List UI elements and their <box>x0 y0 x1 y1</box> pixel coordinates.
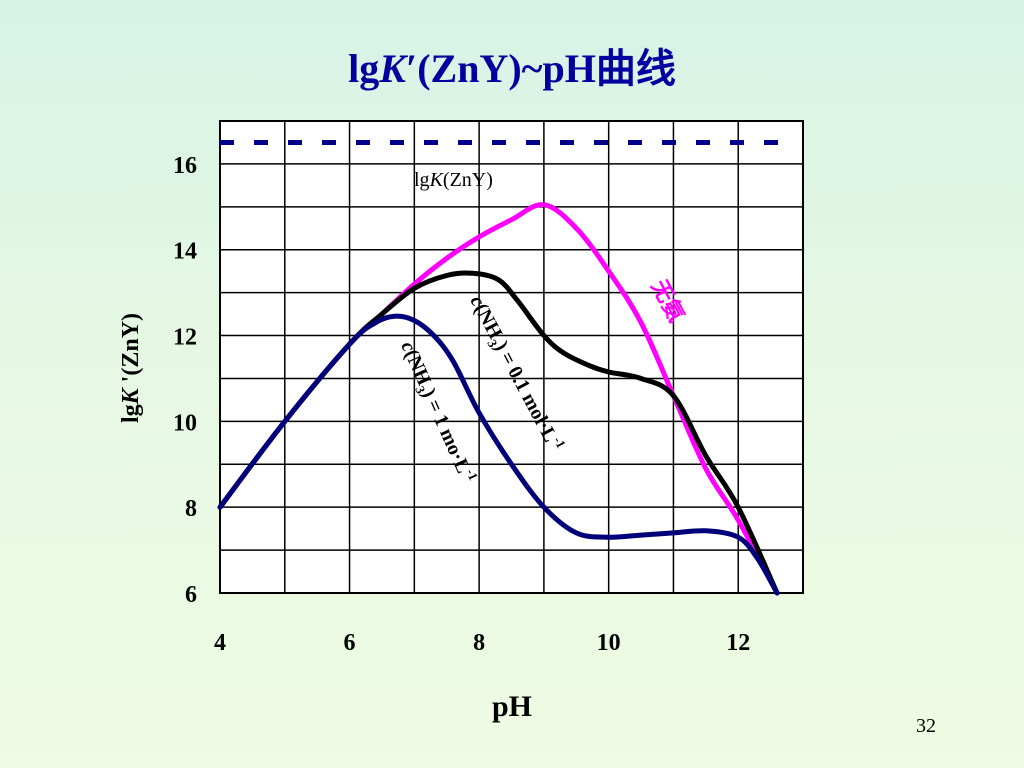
title-suffix: (ZnY)~pH曲线 <box>417 46 676 91</box>
plot-frame <box>219 120 804 594</box>
y-tick-label: 12 <box>173 325 197 351</box>
x-tick-label: 4 <box>214 630 226 656</box>
plot-background <box>220 121 803 593</box>
series-group <box>217 202 780 596</box>
x-tick-label: 12 <box>726 630 750 656</box>
grid <box>219 120 804 594</box>
page-number: 32 <box>916 715 936 737</box>
y-tick-label: 14 <box>173 239 197 265</box>
y-tick-label: 8 <box>185 496 197 522</box>
x-tick-label: 6 <box>344 630 356 656</box>
slide-title: lgK′(ZnY)~pH曲线 <box>0 36 1024 94</box>
title-prefix: lg <box>348 46 380 91</box>
y-tick-label: 16 <box>173 153 197 179</box>
series-line-2 <box>217 313 780 596</box>
ref-line-label: lgK(ZnY) <box>414 169 493 191</box>
x-tick-label: 8 <box>473 630 485 656</box>
y-axis-label: lgK '(ZnY) <box>118 313 144 423</box>
title-prime: ′ <box>405 46 418 91</box>
title-k: K <box>379 46 406 91</box>
y-tick-label: 6 <box>185 582 197 608</box>
x-tick-label: 10 <box>597 630 621 656</box>
x-axis-label: pH <box>492 690 532 723</box>
y-tick-label: 10 <box>173 410 197 436</box>
